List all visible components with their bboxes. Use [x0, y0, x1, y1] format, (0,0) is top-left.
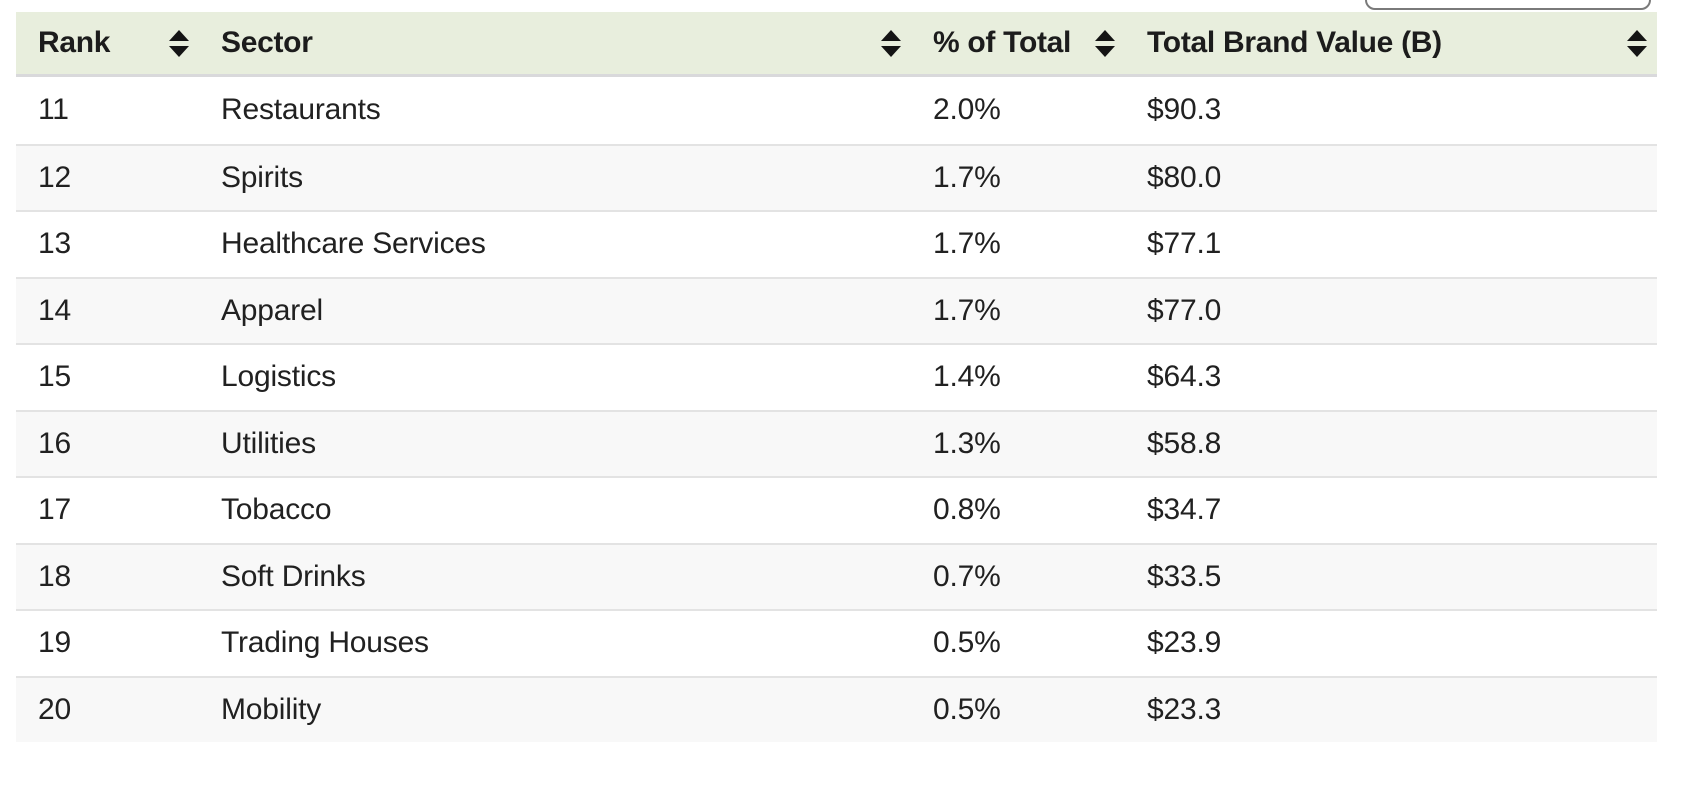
- cell-pct: 0.5%: [933, 626, 1001, 660]
- cell-sector: Trading Houses: [221, 626, 429, 660]
- sort-arrows-icon: [155, 29, 189, 57]
- table-row: 14 Apparel 1.7% $77.0: [16, 276, 1657, 343]
- sector-brand-value-table: Rank Sector % of Total: [16, 12, 1657, 742]
- cell-rank: 11: [38, 93, 69, 127]
- cell-pct: 1.7%: [933, 227, 1001, 261]
- cell-value: $34.7: [1147, 493, 1222, 527]
- table-row: 11 Restaurants 2.0% $90.3: [16, 77, 1657, 144]
- cell-value: $90.3: [1147, 93, 1222, 127]
- cell-rank: 12: [38, 160, 71, 194]
- sort-arrows-icon: [1081, 29, 1115, 57]
- cell-pct: 1.7%: [933, 293, 1001, 327]
- cell-value: $77.1: [1147, 227, 1222, 261]
- cell-pct: 2.0%: [933, 93, 1001, 127]
- cell-rank: 17: [38, 493, 71, 527]
- column-header-rank[interactable]: Rank: [16, 12, 199, 74]
- cell-pct: 1.7%: [933, 160, 1001, 194]
- cell-sector: Restaurants: [221, 93, 381, 127]
- table-row: 18 Soft Drinks 0.7% $33.5: [16, 542, 1657, 609]
- cell-pct: 0.7%: [933, 559, 1001, 593]
- table-row: 16 Utilities 1.3% $58.8: [16, 409, 1657, 476]
- cell-rank: 19: [38, 626, 71, 660]
- cell-rank: 15: [38, 360, 71, 394]
- cell-sector: Logistics: [221, 360, 336, 394]
- column-header-sector[interactable]: Sector: [199, 12, 911, 74]
- table-row: 20 Mobility 0.5% $23.3: [16, 675, 1657, 742]
- cell-rank: 16: [38, 426, 71, 460]
- cell-rank: 20: [38, 692, 71, 726]
- column-header-total-brand-value-label: Total Brand Value (B): [1147, 26, 1442, 59]
- column-header-rank-label: Rank: [38, 26, 111, 59]
- cell-value: $77.0: [1147, 293, 1222, 327]
- cell-value: $23.3: [1147, 692, 1222, 726]
- cell-sector: Utilities: [221, 426, 316, 460]
- cell-value: $80.0: [1147, 160, 1222, 194]
- cell-sector: Apparel: [221, 293, 324, 327]
- table-row: 17 Tobacco 0.8% $34.7: [16, 476, 1657, 543]
- sort-arrows-icon: [1613, 29, 1647, 57]
- cell-pct: 1.4%: [933, 360, 1001, 394]
- cell-sector: Mobility: [221, 692, 322, 726]
- column-header-sector-label: Sector: [221, 26, 313, 59]
- cell-value: $23.9: [1147, 626, 1222, 660]
- table-row: 13 Healthcare Services 1.7% $77.1: [16, 210, 1657, 277]
- cell-value: $33.5: [1147, 559, 1222, 593]
- cell-pct: 0.5%: [933, 692, 1001, 726]
- table-body: 11 Restaurants 2.0% $90.3 12 Spirits 1.7…: [16, 77, 1657, 742]
- cell-sector: Tobacco: [221, 493, 332, 527]
- cell-sector: Soft Drinks: [221, 559, 366, 593]
- search-input[interactable]: [1365, 0, 1651, 10]
- sort-arrows-icon: [867, 29, 901, 57]
- cell-pct: 1.3%: [933, 426, 1001, 460]
- table-row: 15 Logistics 1.4% $64.3: [16, 343, 1657, 410]
- cell-value: $58.8: [1147, 426, 1222, 460]
- cell-pct: 0.8%: [933, 493, 1001, 527]
- cell-rank: 18: [38, 559, 71, 593]
- table-row: 12 Spirits 1.7% $80.0: [16, 143, 1657, 210]
- table-row: 19 Trading Houses 0.5% $23.9: [16, 609, 1657, 676]
- column-header-total-brand-value[interactable]: Total Brand Value (B): [1125, 12, 1657, 74]
- column-header-pct-of-total-label: % of Total: [933, 26, 1072, 59]
- cell-sector: Healthcare Services: [221, 227, 486, 261]
- cell-sector: Spirits: [221, 160, 303, 194]
- table-header-row: Rank Sector % of Total: [16, 12, 1657, 77]
- column-header-pct-of-total[interactable]: % of Total: [911, 12, 1125, 74]
- cell-rank: 13: [38, 227, 71, 261]
- cell-value: $64.3: [1147, 360, 1222, 394]
- cell-rank: 14: [38, 293, 71, 327]
